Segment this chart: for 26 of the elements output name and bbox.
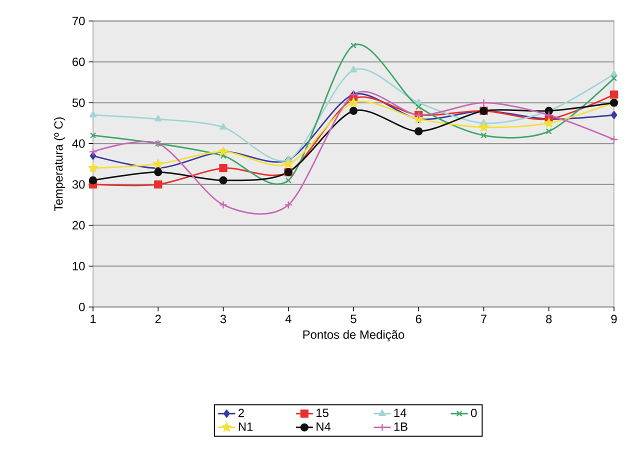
- x-tick-label: 5: [350, 314, 356, 324]
- x-tick-label: 9: [611, 314, 617, 324]
- legend-label: 15: [316, 408, 328, 418]
- y-tick-label: 70: [72, 16, 85, 26]
- y-tick-label: 30: [72, 180, 85, 189]
- x-tick-label: 1: [90, 314, 96, 323]
- x-tick-label: 4: [285, 314, 292, 323]
- legend-label: 14: [394, 408, 406, 418]
- legend-label: 1B: [394, 422, 408, 431]
- legend-label: 0: [471, 408, 477, 418]
- y-tick-label: 60: [72, 58, 85, 66]
- legend-label: N4: [316, 422, 331, 431]
- x-tick-label: 6: [416, 314, 422, 324]
- y-tick-label: 50: [72, 98, 85, 107]
- y-axis-title: Temperatura (º C): [54, 117, 66, 212]
- x-tick-label: 8: [546, 314, 552, 324]
- y-tick-label: 0: [79, 302, 85, 312]
- x-tick-label: 7: [481, 314, 486, 323]
- legend-label: N1: [238, 422, 253, 431]
- y-tick-label: 20: [72, 221, 85, 230]
- x-tick-label: 3: [220, 314, 226, 324]
- y-tick-label: 40: [72, 139, 85, 148]
- x-tick-label: 2: [155, 314, 161, 324]
- y-tick-label: 10: [72, 262, 85, 270]
- x-axis-title: Pontos de Medição: [303, 330, 404, 342]
- legend-label: 2: [238, 408, 244, 418]
